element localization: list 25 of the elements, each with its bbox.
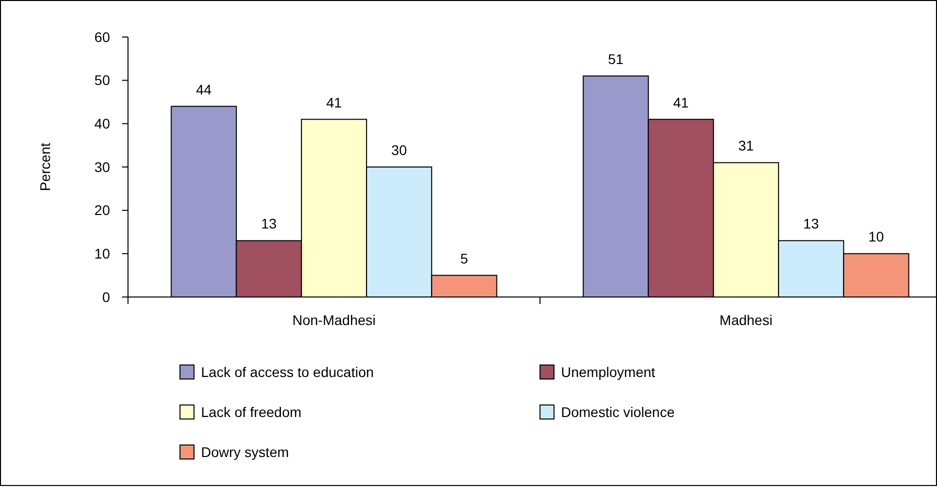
data-label: 10 bbox=[868, 228, 884, 245]
data-label: 5 bbox=[460, 250, 468, 266]
y-tick-label: 60 bbox=[94, 28, 110, 45]
y-tick-label: 0 bbox=[102, 288, 110, 305]
x-tick-label: Madhesi bbox=[720, 312, 772, 328]
y-tick-label: 40 bbox=[94, 116, 110, 132]
legend-label: Dowry system bbox=[201, 444, 289, 460]
data-label: 51 bbox=[608, 51, 624, 67]
legend-label: Unemployment bbox=[561, 364, 656, 380]
data-label: 13 bbox=[261, 216, 277, 232]
y-tick-label: 50 bbox=[94, 72, 110, 88]
data-label: 30 bbox=[391, 142, 408, 158]
data-label: 41 bbox=[326, 94, 342, 110]
y-axis-title: Percent bbox=[37, 142, 53, 192]
legend-label: Lack of access to education bbox=[201, 364, 374, 380]
data-label: 44 bbox=[196, 81, 212, 98]
legend-label: Lack of freedom bbox=[201, 404, 302, 420]
data-label: 41 bbox=[673, 94, 689, 110]
data-label: 13 bbox=[803, 216, 820, 232]
data-label: 31 bbox=[738, 138, 754, 154]
y-tick-label: 30 bbox=[94, 158, 110, 175]
legend-label: Domestic violence bbox=[561, 404, 675, 420]
x-tick-label: Non-Madhesi bbox=[292, 312, 376, 328]
y-tick-label: 10 bbox=[94, 246, 110, 262]
y-tick-label: 20 bbox=[94, 202, 110, 218]
